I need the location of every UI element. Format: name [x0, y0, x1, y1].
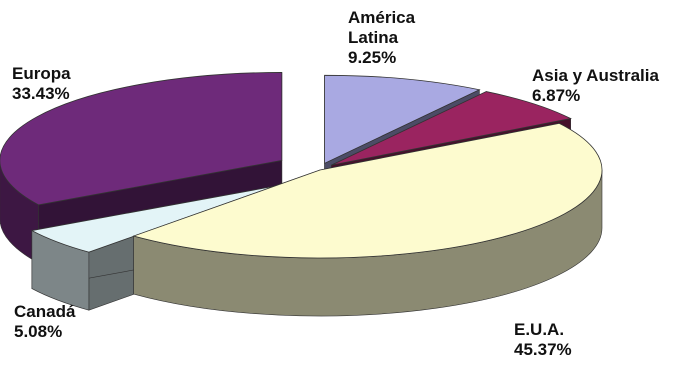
slice-label-eua: E.U.A. 45.37% — [514, 320, 572, 360]
label-value: 6.87% — [532, 86, 581, 105]
label-line: E.U.A. — [514, 320, 565, 339]
slice-label-canada: Canadá 5.08% — [14, 302, 75, 342]
slice-label-europa: Europa 33.43% — [12, 64, 71, 104]
label-value: 9.25% — [348, 48, 397, 67]
label-line: América — [348, 8, 416, 27]
label-line: Latina — [348, 28, 399, 47]
pie-slice-3-top — [30, 185, 276, 253]
label-value: 45.37% — [514, 340, 572, 359]
slice-label-asia-australia: Asia y Australia 6.87% — [532, 66, 659, 106]
slice-label-america-latina: América Latina 9.25% — [348, 8, 415, 68]
pie-slice-0-top — [324, 74, 481, 164]
label-value: 5.08% — [14, 322, 63, 341]
label-line: Canadá — [14, 302, 76, 321]
label-line: Asia y Australia — [532, 66, 659, 85]
pie-slice-2-top — [132, 122, 603, 259]
label-value: 33.43% — [12, 84, 70, 103]
pie-slice-1-top — [331, 91, 572, 166]
label-line: Europa — [12, 64, 71, 83]
pie-slice-4-top — [0, 72, 283, 206]
